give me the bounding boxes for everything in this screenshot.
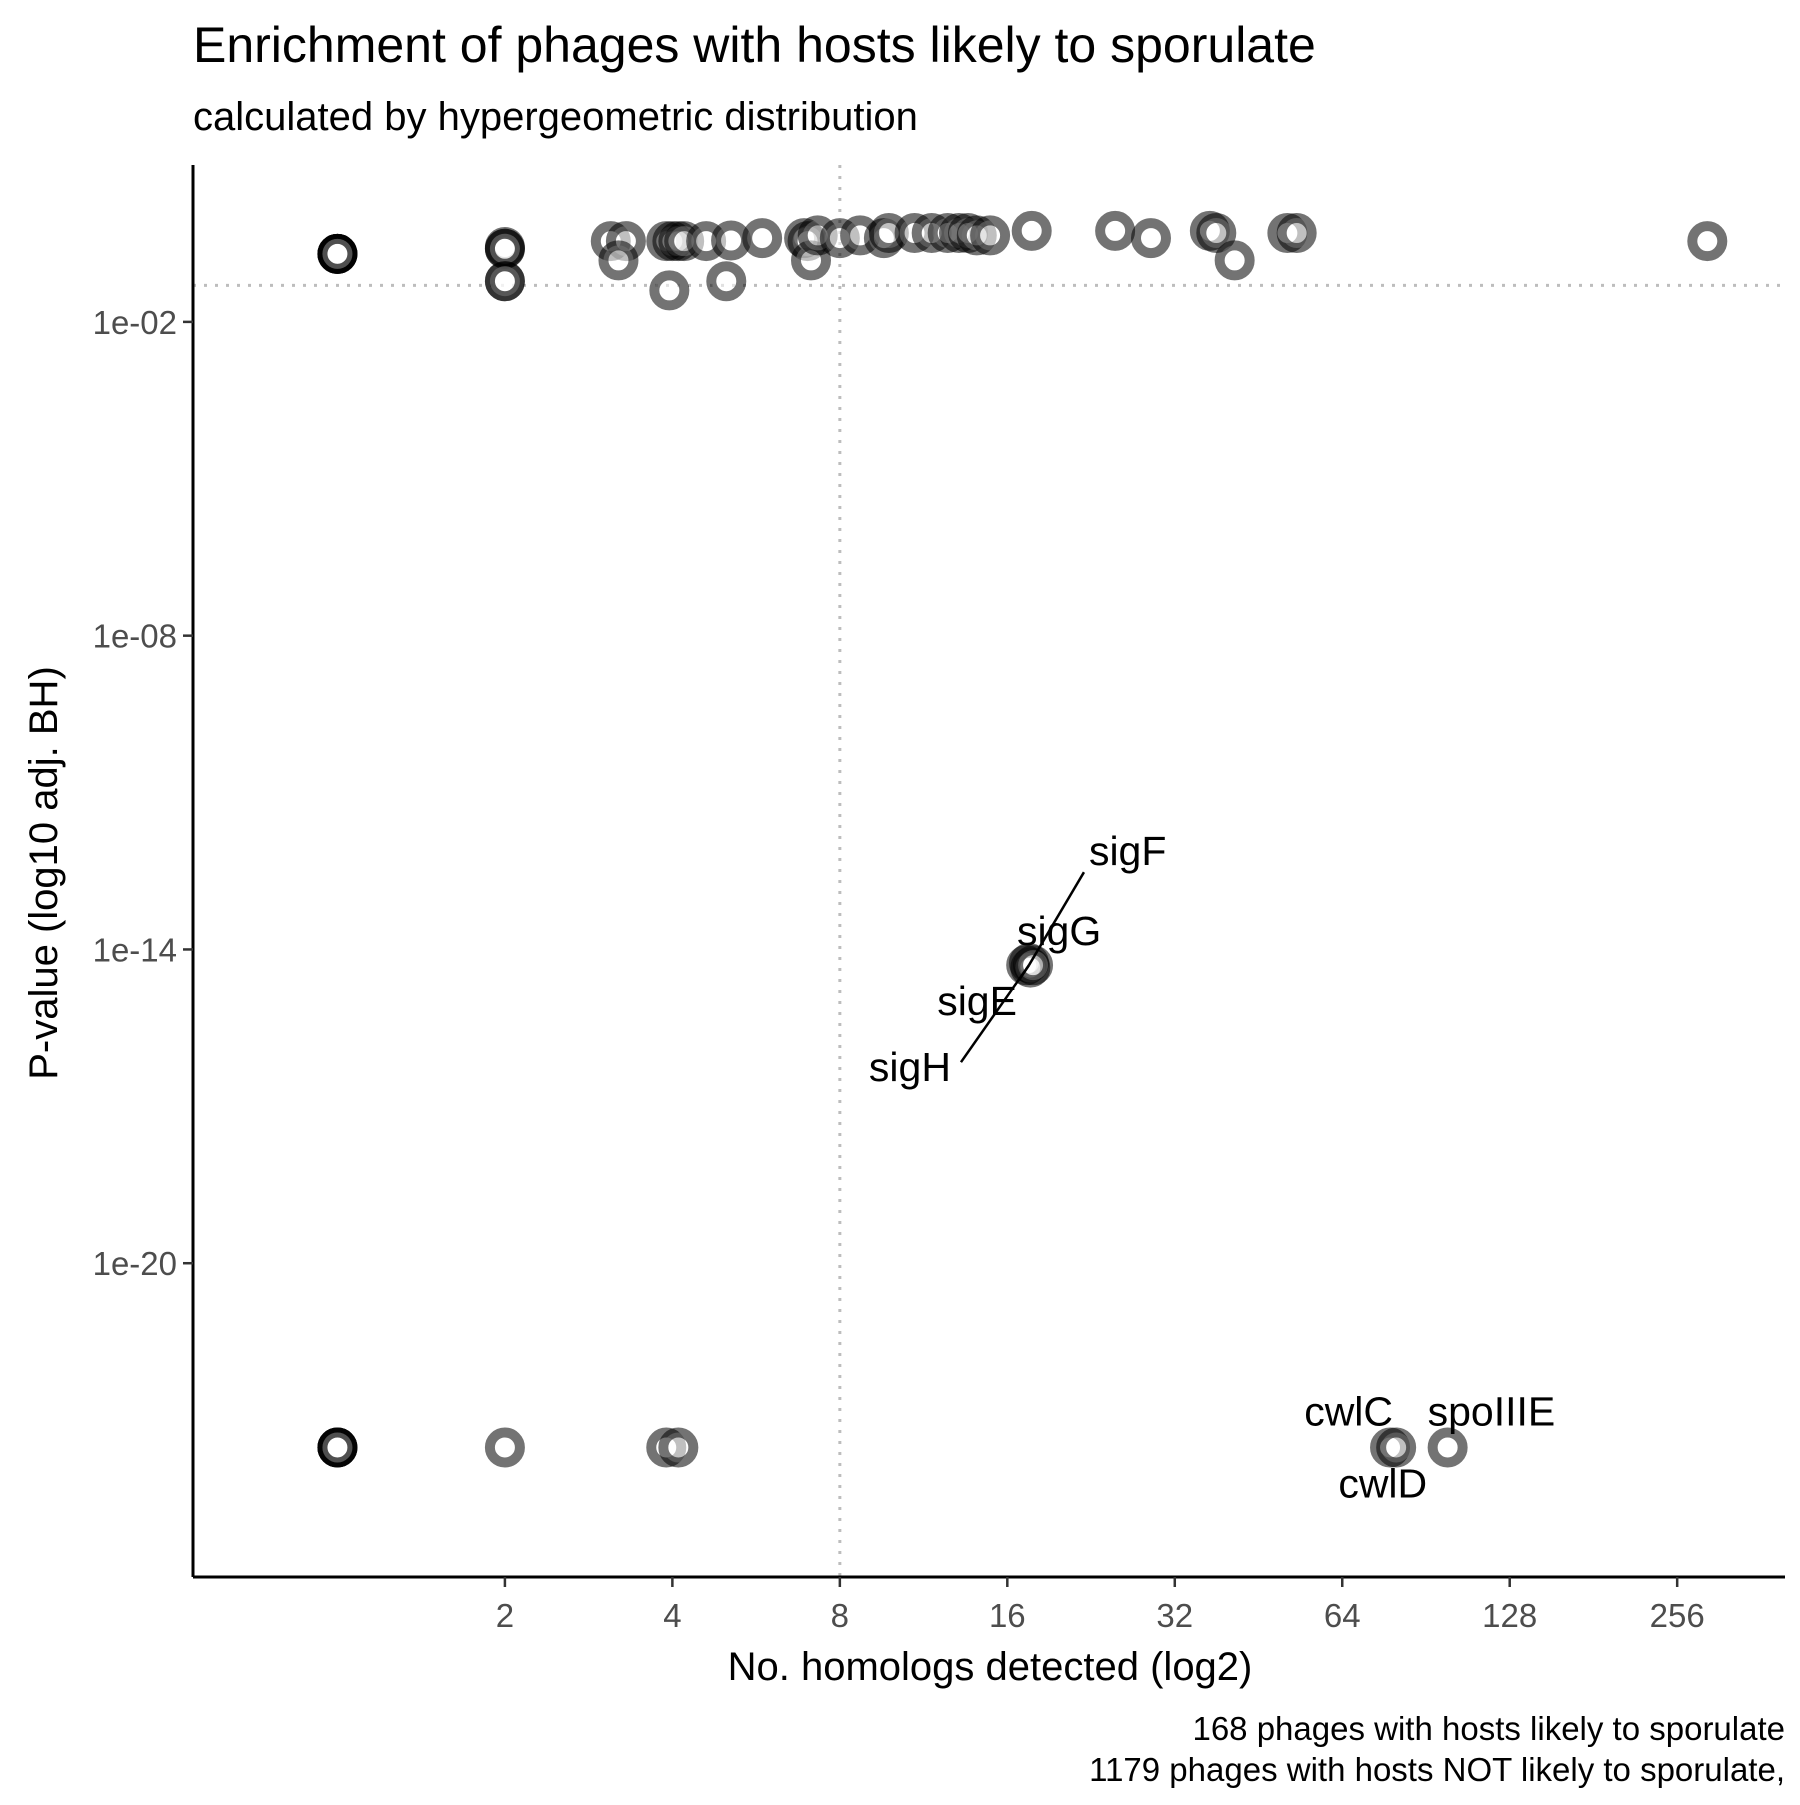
data-point [1196,213,1237,254]
data-point [970,215,1011,256]
data-point [484,261,525,302]
x-tick-label: 32 [1156,1597,1193,1634]
x-tick-label: 256 [1650,1597,1705,1634]
annotation-label-cwld: cwlD [1338,1460,1427,1506]
x-axis-title: No. homologs detected (log2) [728,1645,1253,1689]
points-layer [317,210,1728,1468]
y-tick-label: 1e-14 [93,931,177,968]
data-point [598,240,639,281]
x-tick-label: 64 [1324,1597,1361,1634]
data-point [317,233,358,274]
annotation-label-sigh: sigH [869,1044,951,1090]
annotation-label-sigf: sigF [1089,828,1166,874]
y-tick-label: 1e-08 [93,618,177,655]
data-point [1376,1427,1417,1468]
data-point [317,1427,358,1468]
y-tick-label: 1e-20 [93,1245,177,1282]
annotation-leader-sigh [959,964,1030,1063]
data-point [484,228,525,269]
caption-line-1: 168 phages with hosts likely to sporulat… [1192,1710,1785,1747]
data-point [1011,210,1052,251]
axes: 2 4 8 16 32 64 128 256 1e-20 1e-14 1e-08 1e-02 [93,165,1785,1634]
x-tick-label: 16 [989,1597,1026,1634]
data-point [1130,218,1171,259]
data-point [649,270,690,311]
x-tick-label: 4 [663,1597,681,1634]
data-point [658,1427,699,1468]
y-axis-title: P-value (log10 adj. BH) [22,666,66,1080]
data-point [1427,1427,1468,1468]
y-tick-label: 1e-02 [93,304,177,341]
x-tick-label: 8 [831,1597,849,1634]
annotation-label-cwlc: cwlC [1304,1388,1393,1434]
data-point [1276,213,1317,254]
data-point [742,218,783,259]
data-point [484,1427,525,1468]
data-point [1095,210,1136,251]
chart-subtitle: calculated by hypergeometric distributio… [193,95,918,139]
data-point [711,220,752,261]
data-point [1687,221,1728,262]
data-point [706,261,747,302]
x-tick-label: 2 [496,1597,514,1634]
chart-title: Enrichment of phages with hosts likely t… [193,17,1316,73]
data-point [1013,945,1054,986]
annotation-label-spoiiie: spoIIIE [1428,1388,1556,1434]
annotation-label-sigg: sigG [1017,908,1101,954]
caption-line-2: 1179 phages with hosts NOT likely to spo… [1089,1751,1785,1788]
data-point [1214,240,1255,281]
reference-lines [193,165,1785,1577]
annotation-leader-sigf [1027,871,1086,966]
x-tick-label: 128 [1482,1597,1537,1634]
